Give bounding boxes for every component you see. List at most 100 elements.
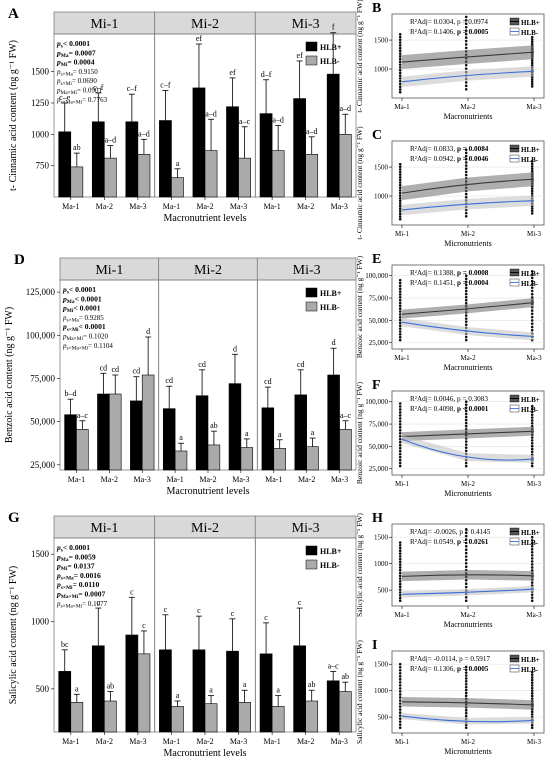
x-tick-label: Ma-1 (163, 737, 180, 746)
data-point (464, 534, 468, 538)
significance-letter: d (146, 327, 150, 336)
y-tick-label: 1500 (374, 164, 389, 172)
bar (226, 650, 239, 733)
data-point (530, 61, 534, 65)
data-point (398, 408, 402, 411)
data-point (398, 711, 402, 714)
data-point (530, 78, 534, 81)
data-point (530, 315, 534, 319)
data-point (464, 164, 468, 167)
data-point (464, 415, 468, 419)
bar (293, 98, 306, 198)
x-tick-label: Mi-1 (395, 738, 410, 746)
data-point (398, 588, 402, 591)
data-point (398, 63, 402, 66)
data-point (530, 404, 534, 408)
panel-letter: A (8, 6, 19, 22)
bar (91, 121, 105, 198)
fit-line (401, 51, 535, 63)
panel-letter: E (372, 252, 381, 267)
data-point (464, 461, 468, 465)
significance-letter: cd (133, 367, 141, 376)
data-point (530, 581, 534, 584)
r2-annotation: R²Adj= 0.0304, p = 0.0974 (410, 18, 488, 26)
bar (70, 702, 84, 733)
data-point (464, 211, 468, 215)
significance-letter: a–d (306, 127, 318, 136)
panel-letter: D (14, 252, 25, 268)
x-tick-label: Ma-3 (526, 103, 542, 111)
x-tick-label: Mi-3 (527, 738, 542, 746)
scatter-panel-C: 1000 1500 Mi-1 Mi-2 Mi-3 Micronutrients t- Cin… (355, 126, 545, 248)
x-tick-label: Ma-3 (129, 202, 146, 211)
bar (305, 700, 319, 733)
significance-letter: a–d (205, 109, 217, 118)
data-point (464, 151, 468, 155)
y-tick-label: 75,000 (369, 421, 389, 429)
data-point (398, 183, 402, 187)
significance-letter: a–d (105, 136, 117, 145)
bar (271, 150, 285, 198)
y-tick-label: 125,000 (26, 287, 56, 297)
data-point (464, 170, 468, 174)
y-axis-label: Benzoic acid content (ng g⁻¹ FW) (4, 307, 15, 443)
data-point (398, 82, 402, 86)
data-point (398, 675, 402, 678)
significance-letter: c (130, 587, 134, 596)
data-point (464, 25, 468, 29)
data-point (530, 319, 534, 322)
legend-swatch (305, 545, 318, 556)
data-point (398, 414, 402, 417)
data-point (530, 560, 534, 563)
r2-annotation: R²Adj= -0.0026, p = 0.4145 (410, 528, 491, 536)
data-point (398, 555, 402, 558)
bar (104, 157, 117, 198)
y-tick-label: 50,000 (30, 417, 55, 427)
data-point (464, 301, 468, 305)
stat-line: pMa×Mi= 0.1020 (62, 333, 108, 343)
scatter-panel-I: 500 1000 1500 Mi-1 Mi-2 Mi-3 Micronutrients Sal… (355, 638, 545, 756)
scatter-panel-E: 25,000 50,000 75,000 100,000 Ma-1 Ma-2 Ma-3 Mac… (355, 252, 545, 372)
r2-annotation: R²Adj= 0.1451, p = 0.0004 (410, 279, 489, 287)
bar (207, 444, 221, 471)
x-tick-label: Ma-1 (263, 737, 280, 746)
fit-line (401, 178, 535, 194)
data-point (398, 79, 402, 83)
legend-label: HLB+ (320, 43, 342, 52)
data-point (530, 42, 534, 46)
data-point (464, 406, 468, 410)
data-point (464, 668, 468, 672)
data-point (464, 443, 468, 446)
data-point (464, 320, 468, 323)
data-point (398, 215, 402, 218)
y-tick-label: 1500 (31, 549, 50, 559)
data-point (398, 207, 402, 211)
x-tick-label: Ma-3 (230, 737, 247, 746)
data-point (530, 551, 534, 554)
stat-line: ps< 0.0001 (56, 39, 90, 50)
significance-letter: c (164, 605, 168, 614)
x-tick-label: Mi-2 (461, 480, 476, 488)
data-point (398, 168, 402, 171)
data-point (398, 687, 402, 690)
data-point (398, 665, 402, 669)
x-tick-label: Ma-1 (394, 354, 410, 362)
data-point (398, 189, 402, 192)
stat-line: ps×Ma×Mi= 0.1077 (56, 600, 108, 610)
bar (137, 653, 151, 733)
data-point (398, 66, 402, 69)
data-point (398, 55, 402, 58)
bar (192, 649, 206, 733)
stat-line: ps×Ma= 0.0016 (56, 571, 101, 582)
data-point (398, 434, 402, 438)
data-point (464, 565, 468, 569)
data-point (530, 289, 534, 293)
data-point (464, 449, 468, 453)
data-point (398, 574, 402, 578)
significance-letter: ab (107, 682, 115, 691)
data-point (398, 426, 402, 429)
r2-annotation: R²Adj= 0.1406, p = 0.0005 (410, 28, 489, 36)
y-tick-label: 1000 (374, 560, 389, 568)
data-point (530, 322, 534, 325)
data-point (464, 531, 468, 534)
